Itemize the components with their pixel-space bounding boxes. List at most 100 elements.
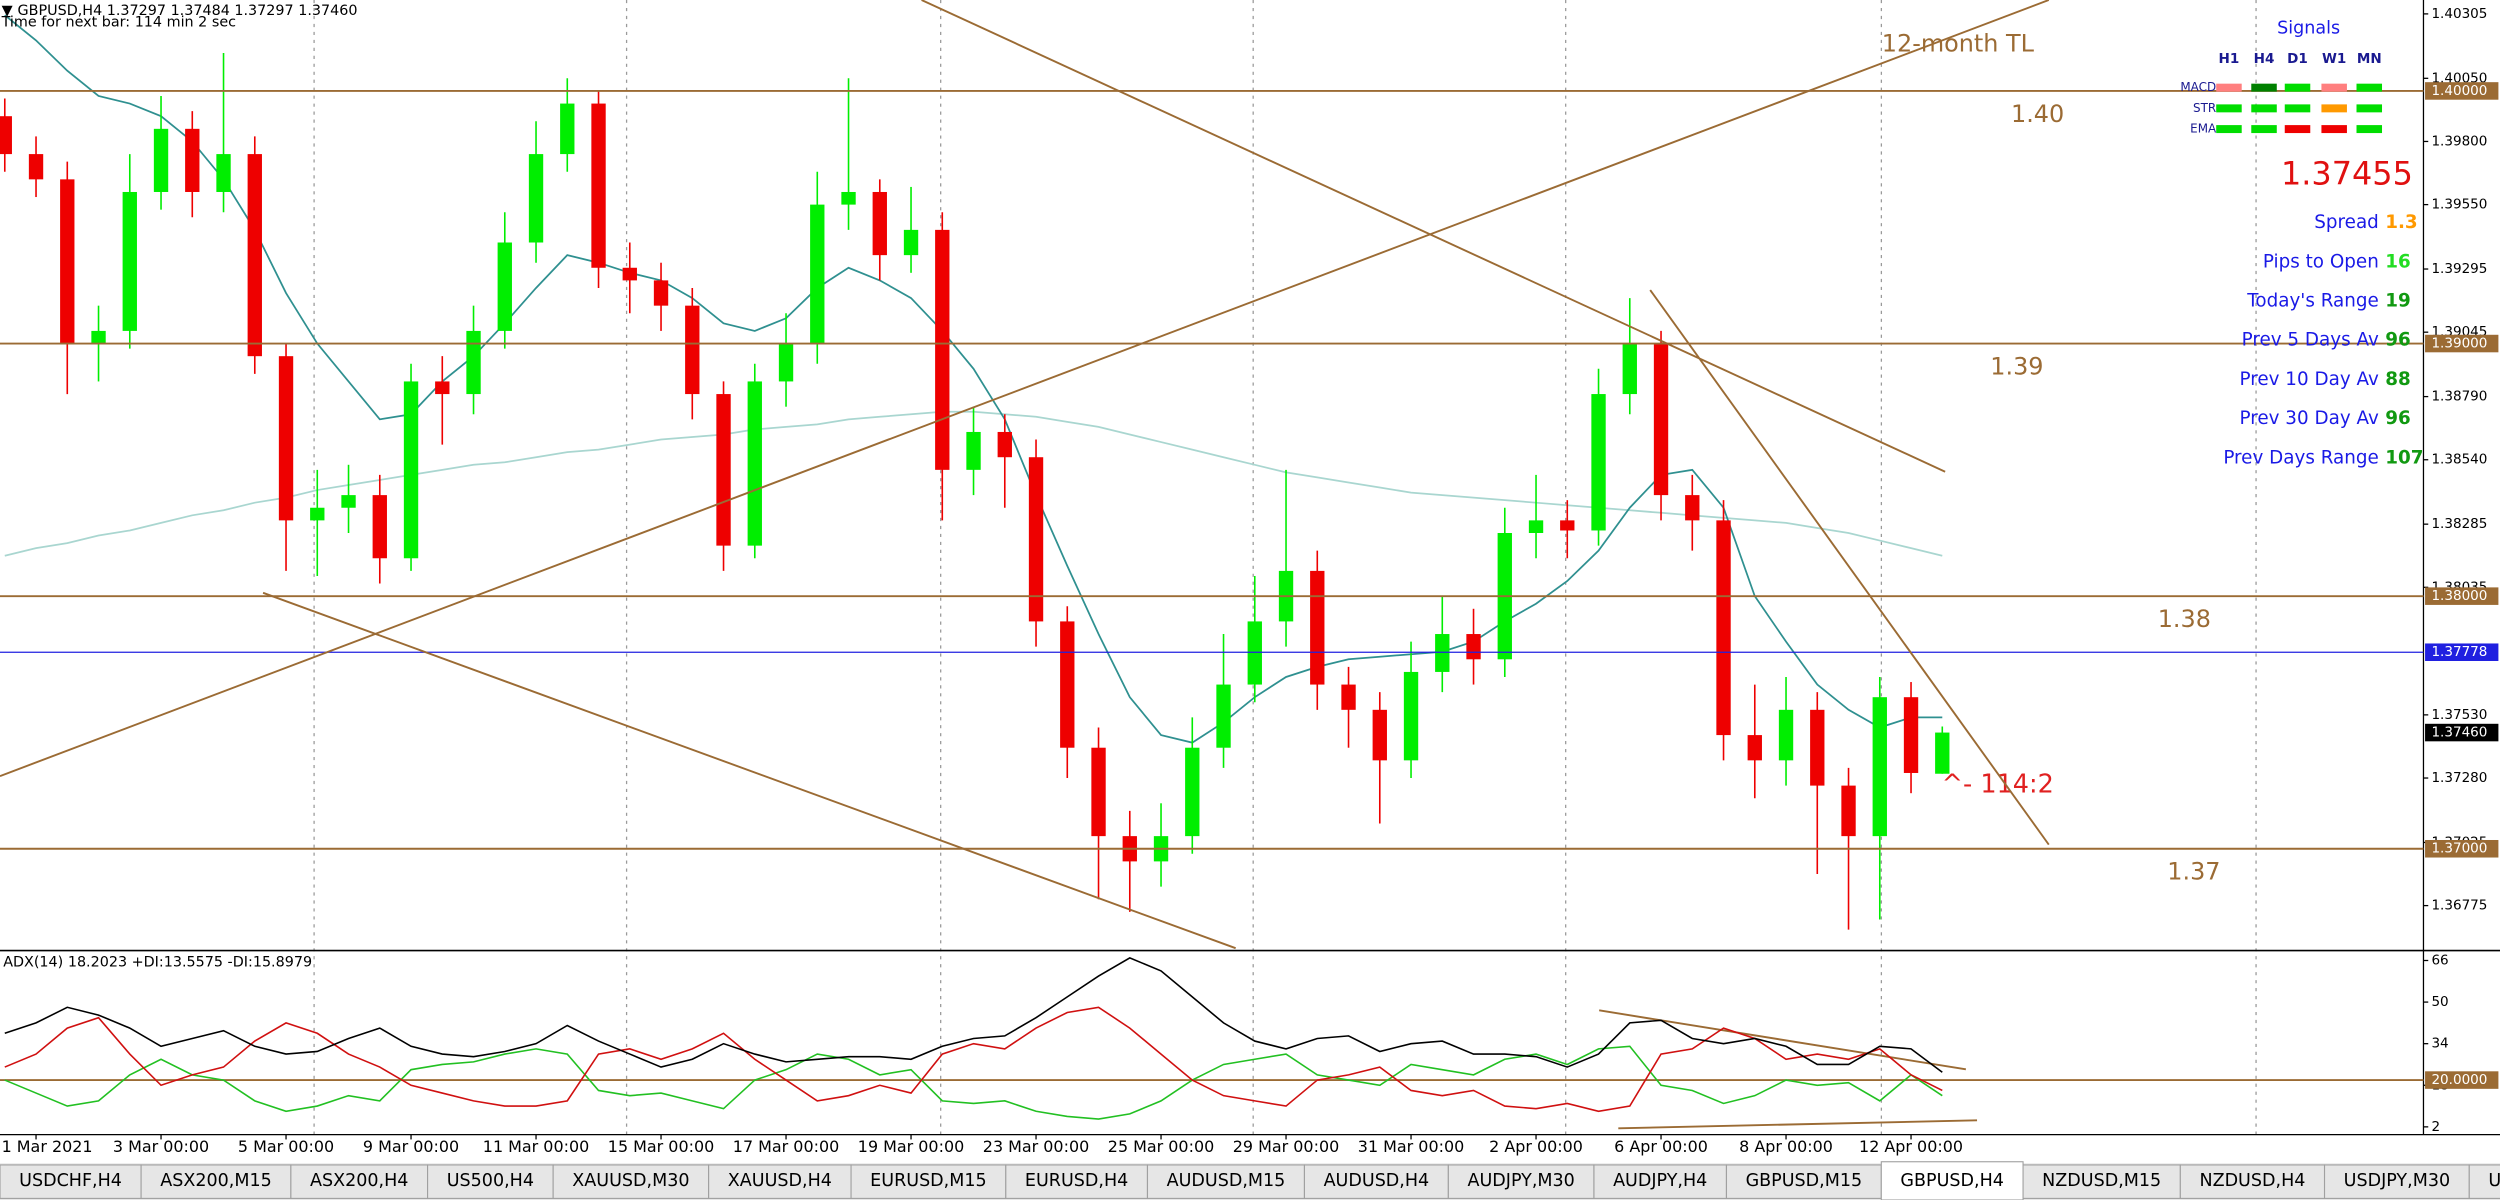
level-box bbox=[2425, 839, 2499, 858]
signal-cell bbox=[2216, 104, 2242, 113]
tab-label[interactable]: NZDUSD,M15 bbox=[2042, 1171, 2161, 1191]
level-caption: 1.37 bbox=[2167, 858, 2220, 886]
x-tick-label: 12 Apr 00:00 bbox=[1859, 1137, 1963, 1156]
tab[interactable]: AUDJPY,M30 bbox=[1447, 1164, 1595, 1199]
tab-label[interactable]: GBPUSD,H4 bbox=[1900, 1171, 2003, 1191]
signal-cell bbox=[2321, 104, 2347, 113]
tab-background[interactable] bbox=[2022, 1164, 2181, 1199]
candle-body bbox=[341, 495, 356, 508]
hline-label: 1.37778 bbox=[2431, 644, 2487, 660]
tab-label[interactable]: ASX200,H4 bbox=[310, 1171, 408, 1191]
tab-label[interactable]: US500,H4 bbox=[447, 1171, 534, 1191]
tab-background[interactable] bbox=[1005, 1164, 1149, 1199]
tab-background[interactable] bbox=[2468, 1164, 2500, 1199]
tab-background[interactable] bbox=[2323, 1164, 2470, 1199]
tab-background[interactable] bbox=[552, 1164, 710, 1199]
tab-label[interactable]: EURUSD,H4 bbox=[1025, 1171, 1128, 1191]
tab[interactable]: USDCHF,H4 bbox=[0, 1164, 142, 1199]
trendline bbox=[0, 0, 2050, 777]
candle-body bbox=[247, 154, 262, 357]
tab-label[interactable]: EURUSD,M15 bbox=[870, 1171, 986, 1191]
indicator-line bbox=[4, 1045, 1943, 1120]
tab[interactable]: GBPUSD,M15 bbox=[1725, 1164, 1882, 1199]
tab-label[interactable]: AUDUSD,M15 bbox=[1167, 1171, 1286, 1191]
tab-label[interactable]: US bbox=[2488, 1171, 2500, 1191]
level-label: 1.37000 bbox=[2431, 841, 2487, 857]
chart-title: GBPUSD,H4 1.37297 1.37484 1.37297 1.3746… bbox=[18, 3, 358, 19]
candle-body bbox=[1653, 343, 1669, 496]
info-value: 1.3 bbox=[2385, 212, 2417, 233]
signal-cell bbox=[2216, 125, 2242, 134]
tab[interactable]: US bbox=[2468, 1164, 2500, 1199]
tab[interactable]: USDJPY,M30 bbox=[2323, 1164, 2470, 1199]
collapse-arrow[interactable]: ▼ bbox=[2, 3, 13, 19]
tab[interactable]: ASX200,M15 bbox=[140, 1164, 292, 1199]
y-tick-label: 1.39295 bbox=[2431, 261, 2487, 277]
candle-body bbox=[1872, 697, 1887, 837]
tab-background[interactable] bbox=[1303, 1164, 1449, 1199]
tab-label[interactable]: XAUUSD,H4 bbox=[728, 1171, 832, 1191]
y-tick-label: 50 bbox=[2431, 994, 2448, 1010]
y-tick-label: 1.39550 bbox=[2431, 197, 2487, 213]
tab-background[interactable] bbox=[708, 1164, 852, 1199]
tab[interactable]: ASX200,H4 bbox=[290, 1164, 429, 1199]
y-tick-label: 1.38790 bbox=[2431, 389, 2487, 405]
tab-background[interactable] bbox=[850, 1164, 1007, 1199]
tab[interactable]: NZDUSD,H4 bbox=[2179, 1164, 2326, 1199]
candle-body bbox=[1435, 634, 1450, 672]
candle-body bbox=[1841, 785, 1856, 837]
moving-average bbox=[4, 14, 1943, 744]
candle-body bbox=[747, 381, 762, 546]
tab[interactable]: AUDJPY,H4 bbox=[1593, 1164, 1728, 1199]
candle-body bbox=[653, 280, 669, 306]
tab-label[interactable]: AUDJPY,H4 bbox=[1613, 1171, 1707, 1191]
tab-background[interactable] bbox=[1593, 1164, 1728, 1199]
tab[interactable]: NZDUSD,M15 bbox=[2022, 1164, 2181, 1199]
signal-row-label: MACD bbox=[2180, 80, 2216, 94]
tab[interactable]: XAUUSD,M30 bbox=[552, 1164, 710, 1199]
tab[interactable]: AUDUSD,M15 bbox=[1146, 1164, 1306, 1199]
tab-label[interactable]: AUDJPY,M30 bbox=[1467, 1171, 1574, 1191]
y-tick-label: 1.38540 bbox=[2431, 452, 2487, 468]
chart-header: ▼ GBPUSD,H4 1.37297 1.37484 1.37297 1.37… bbox=[1, 3, 358, 30]
tab-label[interactable]: GBPUSD,M15 bbox=[1746, 1171, 1863, 1191]
level-box bbox=[2425, 334, 2499, 353]
tab[interactable]: GBPUSD,H4 bbox=[1880, 1161, 2024, 1200]
tab-background[interactable] bbox=[1725, 1164, 1882, 1199]
tab-background[interactable] bbox=[140, 1164, 292, 1199]
tab-label[interactable]: USDCHF,H4 bbox=[19, 1171, 122, 1191]
signals-title: Signals bbox=[2277, 19, 2340, 39]
y-tick-label: 1.37530 bbox=[2431, 707, 2487, 723]
tab[interactable]: AUDUSD,H4 bbox=[1303, 1164, 1449, 1199]
candle-body bbox=[591, 103, 606, 268]
tab-label[interactable]: NZDUSD,H4 bbox=[2199, 1171, 2305, 1191]
y-tick-label: 2 bbox=[2431, 1119, 2440, 1135]
level-label: 1.38000 bbox=[2431, 588, 2487, 604]
info-label: Prev 10 Day Av bbox=[2239, 369, 2378, 390]
price-label: 1.37460 bbox=[2431, 725, 2487, 741]
tab-bar: ◄ ► USDCHF,H4ASX200,M15ASX200,H4US500,H4… bbox=[0, 1161, 2500, 1200]
y-tick-label: 1.37280 bbox=[2431, 770, 2487, 786]
level-label: 1.39000 bbox=[2431, 336, 2487, 352]
signal-column: MN bbox=[2357, 51, 2382, 67]
tab-background[interactable] bbox=[1447, 1164, 1595, 1199]
candle-body bbox=[1622, 343, 1637, 395]
candle-body bbox=[28, 154, 44, 180]
tab-background[interactable] bbox=[2179, 1164, 2326, 1199]
tab-label[interactable]: AUDUSD,H4 bbox=[1324, 1171, 1430, 1191]
candle-body bbox=[1028, 457, 1044, 622]
tab[interactable]: XAUUSD,H4 bbox=[708, 1164, 852, 1199]
info-value: 96 bbox=[2385, 408, 2411, 429]
tab-label[interactable]: USDJPY,M30 bbox=[2344, 1171, 2450, 1191]
tab[interactable]: EURUSD,M15 bbox=[850, 1164, 1007, 1199]
candle-body bbox=[716, 394, 731, 546]
tab-label[interactable]: ASX200,M15 bbox=[160, 1171, 272, 1191]
tab-background[interactable] bbox=[1880, 1161, 2024, 1200]
tab[interactable]: US500,H4 bbox=[427, 1164, 554, 1199]
info-label: Today's Range bbox=[2246, 291, 2379, 312]
candle-body bbox=[403, 381, 419, 559]
tab[interactable]: EURUSD,H4 bbox=[1005, 1164, 1149, 1199]
signal-row-label: EMA bbox=[2190, 122, 2217, 136]
candle-body bbox=[685, 305, 700, 395]
tab-label[interactable]: XAUUSD,M30 bbox=[572, 1171, 689, 1191]
